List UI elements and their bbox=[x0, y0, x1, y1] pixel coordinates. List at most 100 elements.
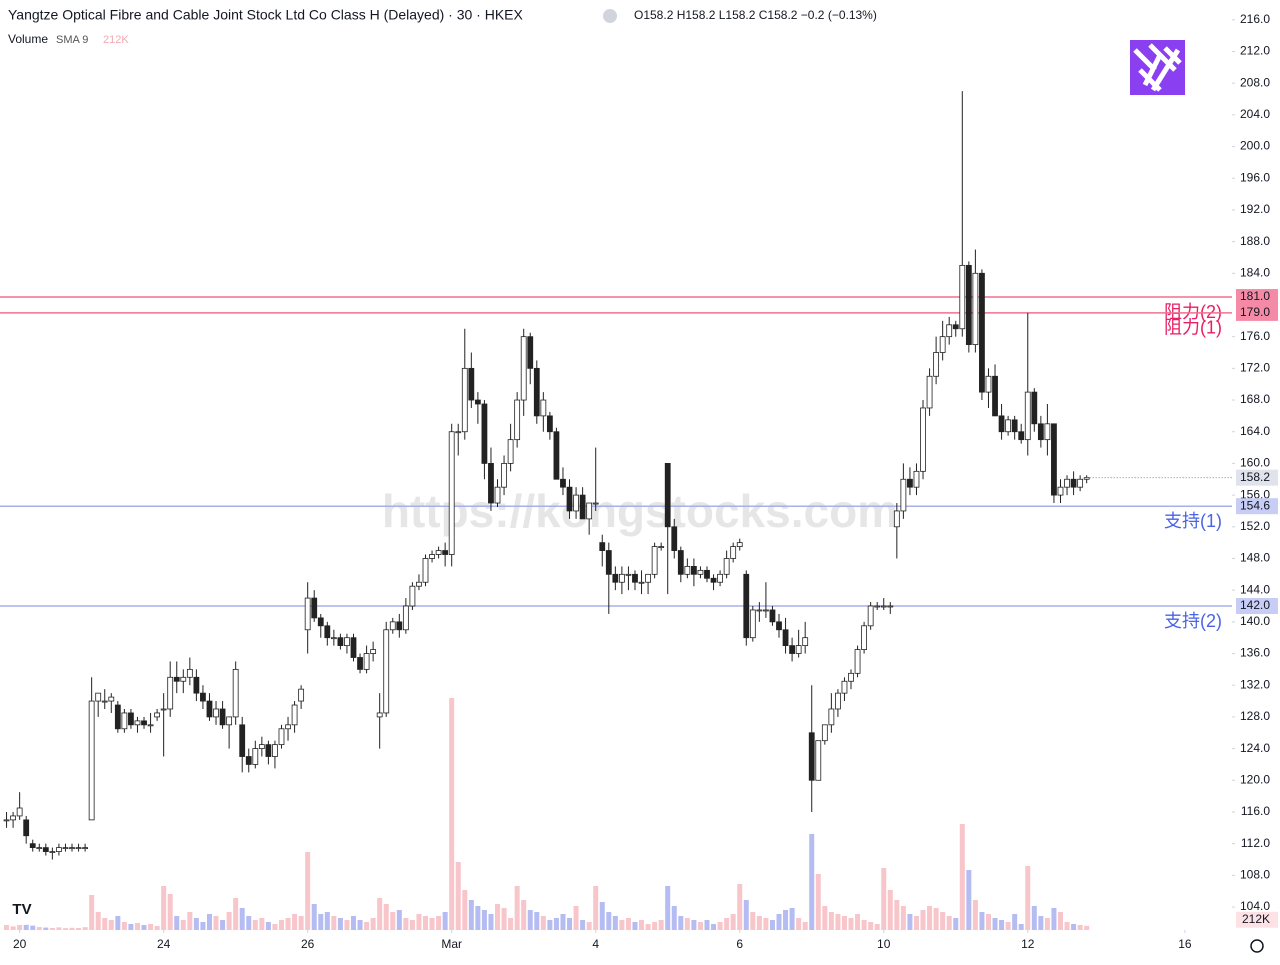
candle-body bbox=[501, 463, 507, 488]
volume-bar bbox=[900, 906, 906, 930]
volume-bar bbox=[206, 914, 212, 930]
volume-bar bbox=[350, 916, 356, 930]
candle-body bbox=[533, 367, 540, 417]
candle-body bbox=[180, 676, 187, 682]
volume-bar bbox=[521, 900, 527, 930]
x-tick-label: 26 bbox=[301, 937, 315, 951]
level-tag-label: 154.6 bbox=[1240, 498, 1270, 512]
candle-body bbox=[200, 692, 206, 702]
volume-bar bbox=[619, 920, 625, 930]
volume-bar bbox=[573, 906, 579, 930]
candle-body bbox=[409, 585, 416, 607]
candle-body bbox=[1077, 478, 1084, 488]
candle-body bbox=[1037, 423, 1044, 441]
candle-body bbox=[828, 708, 835, 726]
volume-bar bbox=[966, 870, 972, 930]
candle-body bbox=[651, 546, 658, 575]
ohlc-status: O158.2 H158.2 L158.2 C158.2 −0.2 (−0.13%… bbox=[634, 8, 877, 22]
volume-bar bbox=[416, 914, 422, 930]
volume-bar bbox=[259, 918, 265, 930]
volume-bar bbox=[1071, 924, 1077, 930]
candle-body bbox=[992, 375, 998, 417]
level-tag bbox=[1236, 289, 1278, 306]
candle-body bbox=[926, 375, 933, 409]
candle-body bbox=[776, 621, 782, 631]
candle-body bbox=[985, 375, 992, 393]
candle-body bbox=[684, 565, 691, 575]
volume-bar bbox=[848, 918, 854, 930]
volume-bar bbox=[841, 916, 847, 930]
volume-bar bbox=[383, 904, 389, 930]
candle-body bbox=[101, 700, 108, 703]
volume-bar bbox=[894, 900, 900, 930]
volume-bar bbox=[547, 920, 553, 930]
candle-body bbox=[1044, 423, 1051, 441]
volume-bar bbox=[802, 922, 808, 930]
volume-bar bbox=[337, 918, 343, 930]
volume-bar bbox=[796, 918, 802, 930]
candle-body bbox=[62, 847, 69, 850]
volume-bar bbox=[828, 912, 834, 930]
volume-bar bbox=[501, 908, 507, 930]
candle-body bbox=[278, 728, 285, 746]
volume-bar bbox=[76, 928, 82, 930]
volume-bar bbox=[907, 914, 913, 930]
settings-button[interactable] bbox=[1250, 939, 1264, 953]
volume-bar bbox=[697, 922, 703, 930]
candle-body bbox=[802, 637, 809, 647]
y-tick-label: 140.0 bbox=[1240, 614, 1270, 628]
candle-body bbox=[677, 550, 684, 575]
candle-body bbox=[219, 708, 226, 726]
candle-body bbox=[998, 415, 1005, 433]
candle-body bbox=[3, 819, 10, 822]
candle-body bbox=[82, 847, 89, 850]
candle-body bbox=[344, 637, 350, 647]
volume-tag-label: 212K bbox=[1242, 912, 1270, 926]
y-tick-label: 112.0 bbox=[1241, 836, 1270, 850]
volume-bar bbox=[1077, 925, 1083, 930]
candle-body bbox=[952, 324, 959, 330]
candle-body bbox=[95, 692, 102, 702]
volume-bar bbox=[684, 918, 690, 930]
last-price-tag bbox=[1236, 469, 1278, 486]
candle-body bbox=[1018, 431, 1025, 441]
status-dot[interactable] bbox=[603, 9, 617, 23]
candle-body bbox=[488, 463, 494, 504]
volume-bar bbox=[783, 910, 789, 930]
volume-bar bbox=[645, 924, 651, 930]
candle-body bbox=[245, 756, 252, 765]
last-price-label: 158.2 bbox=[1240, 470, 1270, 484]
volume-bar bbox=[49, 928, 55, 930]
candle-body bbox=[285, 724, 291, 730]
volume-bar bbox=[534, 912, 540, 930]
candle-body bbox=[625, 573, 632, 576]
volume-tag bbox=[1236, 911, 1278, 928]
volume-bar bbox=[586, 922, 592, 930]
y-tick-label: 208.0 bbox=[1240, 75, 1270, 89]
candle-body bbox=[16, 807, 23, 817]
volume-bar bbox=[481, 910, 487, 930]
volume-bar bbox=[809, 834, 815, 930]
y-tick-label: 204.0 bbox=[1240, 107, 1270, 121]
volume-bar bbox=[704, 920, 710, 930]
candle-body bbox=[383, 629, 390, 714]
volume-bar bbox=[148, 924, 154, 930]
volume-bar bbox=[540, 916, 546, 930]
candle-body bbox=[42, 847, 49, 852]
volume-bar bbox=[318, 914, 324, 930]
candle-body bbox=[134, 720, 141, 726]
volume-bar bbox=[364, 922, 370, 930]
volume-bar bbox=[377, 898, 383, 930]
y-tick-label: 156.0 bbox=[1240, 487, 1270, 501]
volume-bar bbox=[36, 927, 42, 930]
svg-text:TV: TV bbox=[12, 901, 31, 918]
volume-bar bbox=[1012, 914, 1018, 930]
candle-body bbox=[514, 399, 521, 441]
candle-body bbox=[1031, 391, 1038, 425]
y-tick-label: 192.0 bbox=[1240, 202, 1270, 216]
candle-body bbox=[763, 609, 769, 612]
y-tick-label: 148.0 bbox=[1240, 551, 1270, 565]
volume-bar bbox=[252, 920, 258, 930]
tv-logo[interactable]: TV bbox=[4, 895, 40, 925]
candle-body bbox=[540, 399, 547, 417]
